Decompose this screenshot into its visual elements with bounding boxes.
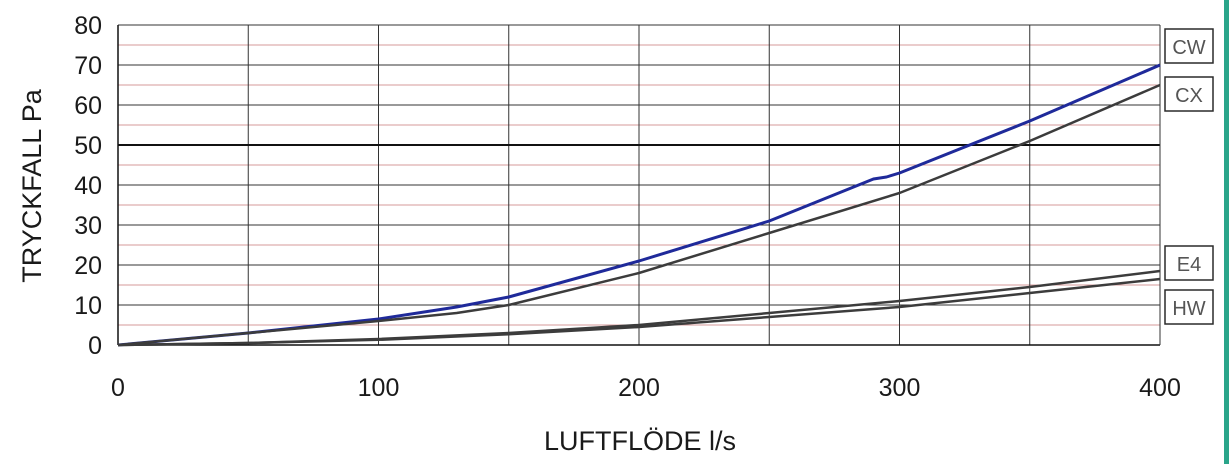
series-line-hw: [117, 277, 1161, 347]
series-lines: [117, 63, 1161, 347]
x-tick-label: 300: [879, 374, 921, 402]
x-tick-label: 400: [1139, 374, 1181, 402]
y-axis-label: TRYCKFALL Pa: [17, 88, 47, 283]
y-tick-label: 40: [74, 172, 102, 200]
legend-box: [1164, 28, 1214, 64]
y-tick-label: 70: [74, 52, 102, 80]
legend-box: [1164, 289, 1214, 325]
y-tick-label: 10: [74, 292, 102, 320]
y-tick-labels: 0 10 20 30 40 50 60 70 80: [74, 12, 102, 360]
y-tick-label: 80: [74, 12, 102, 40]
legend: CW CX E4 HW: [1164, 28, 1214, 325]
x-tick-label: 0: [111, 374, 125, 402]
series-line-cw: [117, 63, 1161, 347]
legend-item-hw: HW: [1164, 289, 1214, 325]
legend-box: [1164, 245, 1214, 281]
y-tick-label: 0: [88, 332, 102, 360]
right-edge-strip: [1224, 0, 1229, 464]
legend-item-cx: CX: [1164, 76, 1214, 112]
y-tick-label: 30: [74, 212, 102, 240]
series-line-cx: [117, 83, 1161, 347]
y-tick-label: 20: [74, 252, 102, 280]
x-tick-label: 100: [358, 374, 400, 402]
legend-label: E4: [1177, 254, 1201, 276]
axes: [117, 25, 1161, 346]
legend-label: HW: [1172, 298, 1205, 320]
x-axis-label: LUFTFLÖDE l/s: [544, 426, 736, 456]
legend-label: CX: [1175, 85, 1203, 107]
x-tick-label: 200: [618, 374, 660, 402]
legend-item-cw: CW: [1164, 28, 1214, 64]
x-tick-labels: 0 100 200 300 400: [111, 374, 1181, 402]
legend-box: [1164, 76, 1214, 112]
y-tick-label: 50: [74, 132, 102, 160]
y-tick-label: 60: [74, 92, 102, 120]
legend-item-e4: E4: [1164, 245, 1214, 281]
legend-label: CW: [1172, 37, 1205, 59]
